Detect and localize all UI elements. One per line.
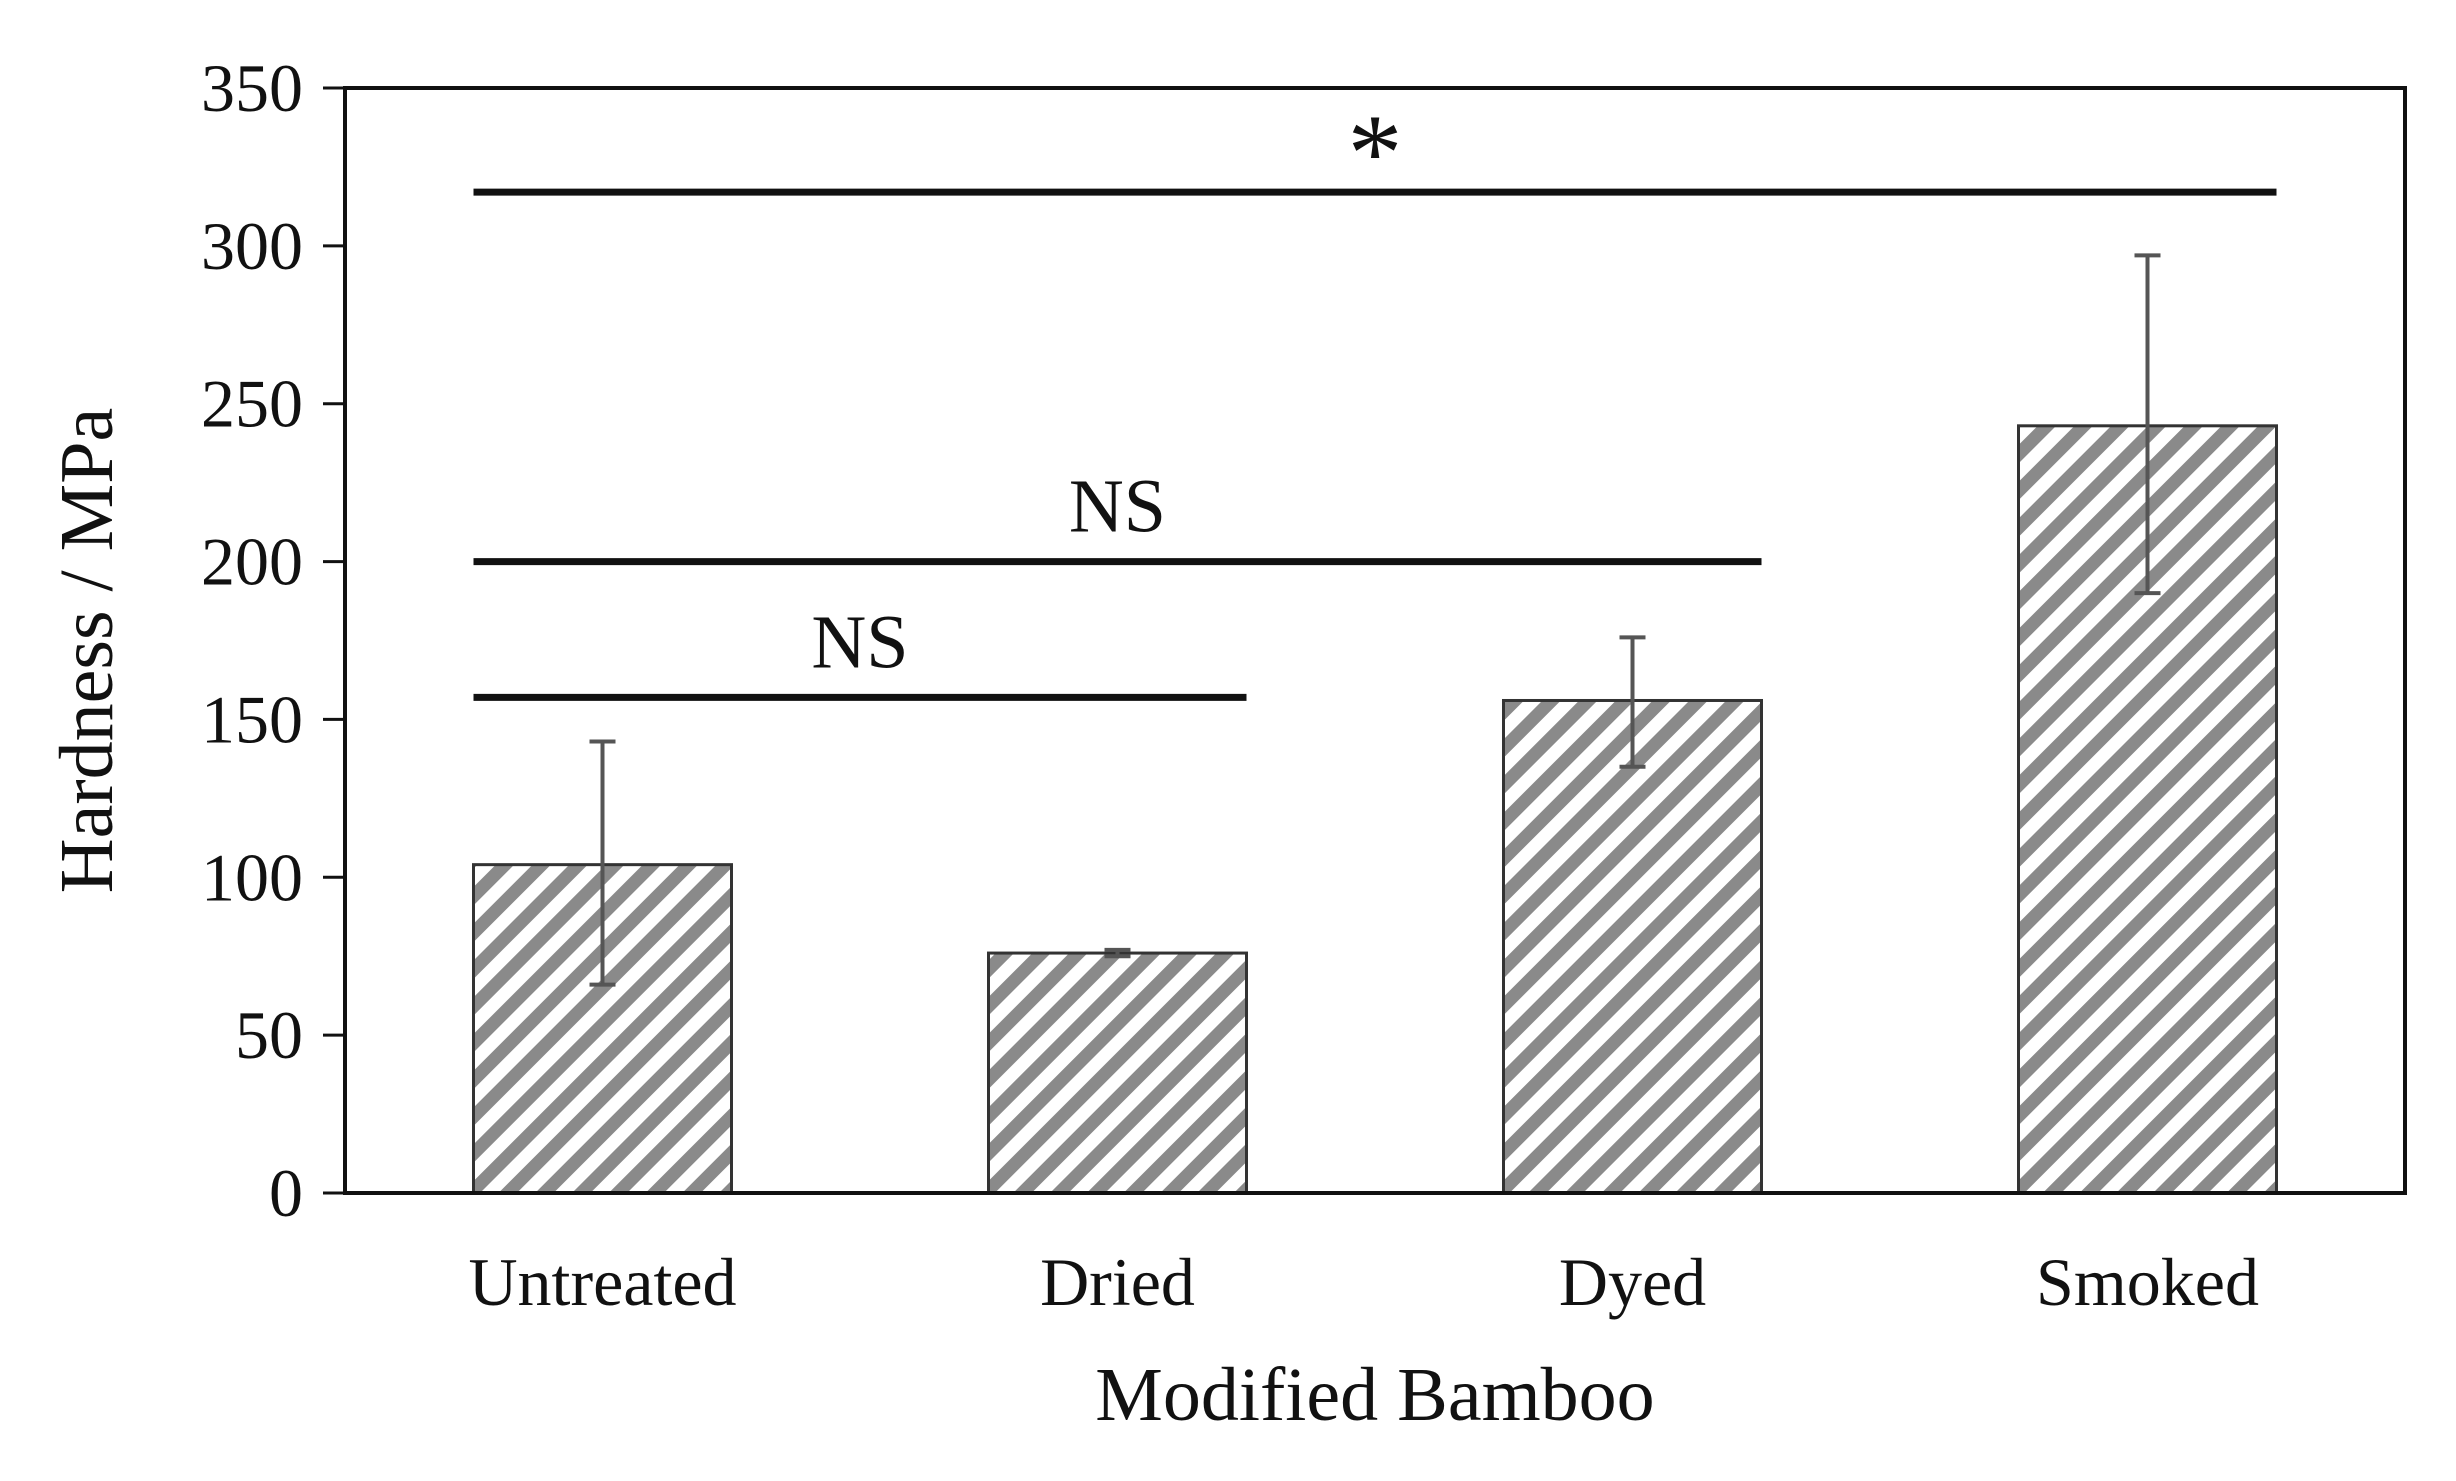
error-bar-dried bbox=[1104, 947, 1131, 959]
significance-label: NS bbox=[1069, 465, 1166, 549]
bars-layer bbox=[472, 424, 2278, 1195]
significance-label: * bbox=[1348, 92, 1403, 214]
y-axis-ticks: 0 50 100 150 200 250 300 350 bbox=[201, 50, 345, 1231]
y-tick-label: 350 bbox=[201, 50, 303, 126]
y-tick-label: 250 bbox=[201, 366, 303, 442]
significance-annotations: NS NS * bbox=[473, 92, 2277, 701]
x-axis-labels: Untreated Dried Dyed Smoked bbox=[468, 1244, 2259, 1320]
error-bars-layer bbox=[589, 253, 2161, 987]
x-axis-title: Modified Bamboo bbox=[1095, 1353, 1654, 1437]
bar-dried bbox=[987, 951, 1248, 1195]
x-tick-label: Dried bbox=[1040, 1244, 1195, 1320]
y-tick-label: 200 bbox=[201, 524, 303, 600]
error-bar-dyed bbox=[1619, 635, 1646, 769]
significance-bracket: NS bbox=[473, 465, 1762, 566]
y-tick-label: 150 bbox=[201, 681, 303, 757]
x-tick-label: Dyed bbox=[1559, 1244, 1706, 1320]
significance-label: NS bbox=[811, 600, 908, 684]
x-tick-label: Untreated bbox=[468, 1244, 736, 1320]
bar-dyed bbox=[1502, 698, 1763, 1195]
y-tick-label: 50 bbox=[235, 997, 303, 1073]
y-axis-title: Hardness / MPa bbox=[45, 408, 129, 894]
significance-bracket: * bbox=[473, 92, 2277, 214]
plot-frame bbox=[343, 86, 2407, 1195]
error-bar-untreated bbox=[589, 739, 616, 987]
significance-bracket: NS bbox=[473, 600, 1247, 701]
y-tick-label: 0 bbox=[269, 1155, 303, 1231]
error-bar-smoked bbox=[2134, 253, 2161, 596]
y-tick-label: 300 bbox=[201, 208, 303, 284]
x-tick-label: Smoked bbox=[2036, 1244, 2259, 1320]
y-tick-label: 100 bbox=[201, 839, 303, 915]
